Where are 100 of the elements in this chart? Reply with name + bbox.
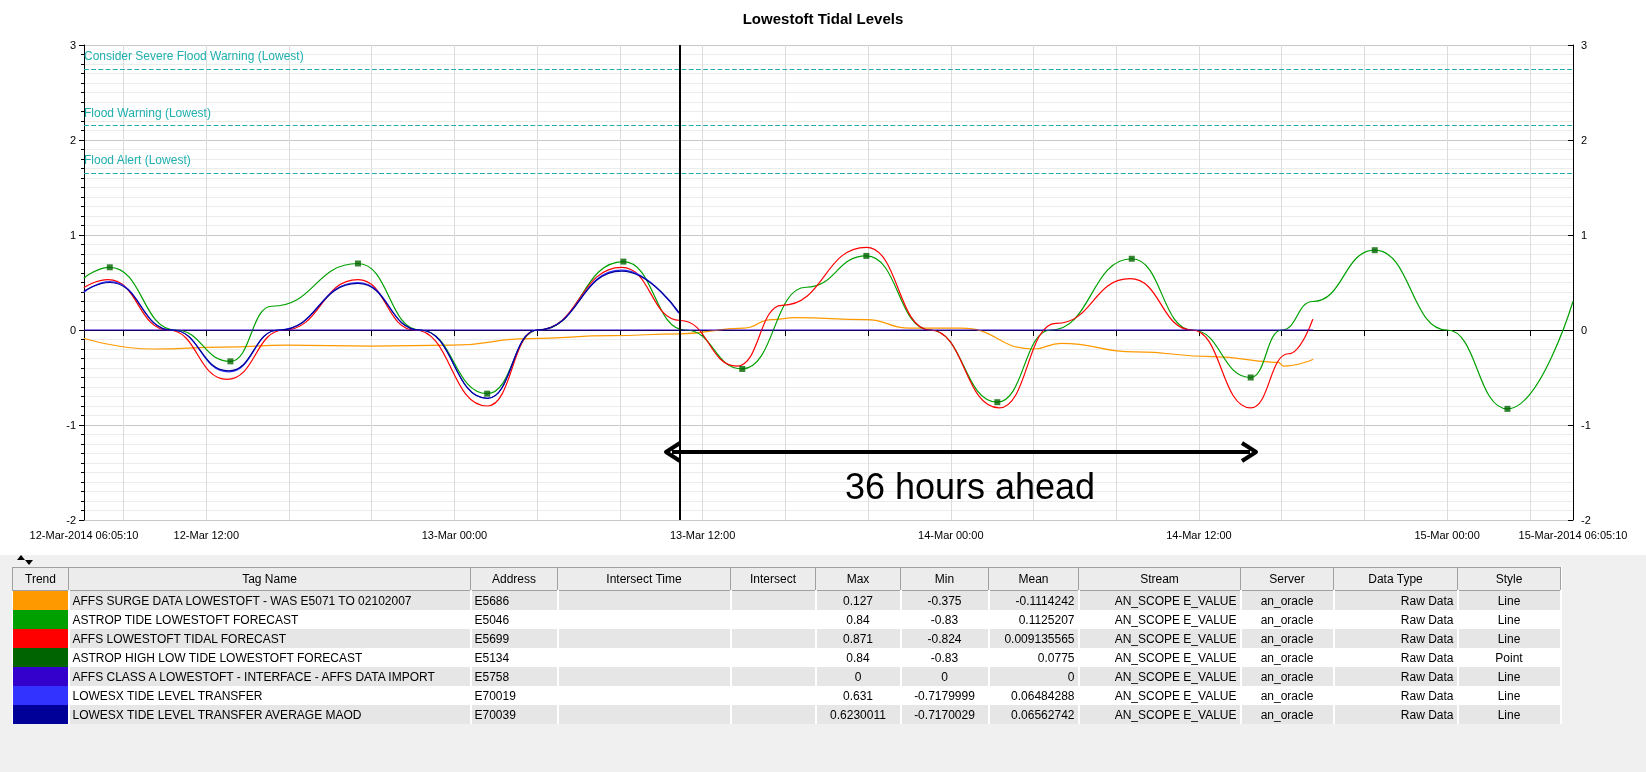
category-label: Stream xyxy=(1078,567,1241,591)
text: Raw Data xyxy=(1400,650,1454,665)
category-label: Min xyxy=(900,567,989,591)
text: ASTROP TIDE LOWESTOFT FORECAST xyxy=(72,612,299,627)
text: 0.0775 xyxy=(1037,650,1075,665)
text: an_oracle xyxy=(1260,650,1314,665)
text: E5134 xyxy=(474,650,510,665)
text: Raw Data xyxy=(1400,631,1454,646)
text: 0.84 xyxy=(846,612,870,627)
x-tick-label: 14-Mar 00:00 xyxy=(918,529,984,541)
line-series xyxy=(83,317,1314,367)
y2-tick-label: 2 xyxy=(1581,134,1588,146)
point xyxy=(620,258,627,265)
x-tick-label: 12-Mar 12:00 xyxy=(173,529,240,541)
text: -0.1114242 xyxy=(1015,593,1075,608)
text: Line xyxy=(1497,612,1521,627)
y-tick-label: 3 xyxy=(69,39,76,51)
point xyxy=(739,365,746,372)
x-tick-label: 13-Mar 00:00 xyxy=(421,529,488,541)
category-label: Mean xyxy=(988,567,1079,591)
text: an_oracle xyxy=(1260,631,1314,646)
text: Line xyxy=(1497,707,1521,722)
point xyxy=(863,252,870,259)
point xyxy=(1371,247,1378,254)
text: 0.84 xyxy=(846,650,870,665)
text: E5699 xyxy=(474,631,510,646)
text: LOWESX TIDE LEVEL TRANSFER xyxy=(72,688,263,703)
category-label: Tag Name xyxy=(68,567,471,591)
text: -0.824 xyxy=(927,631,962,646)
text: 0.06484288 xyxy=(1011,688,1075,703)
category-label: Data Type xyxy=(1333,567,1458,591)
text: -0.7170029 xyxy=(914,707,975,722)
text: -0.83 xyxy=(930,612,959,627)
category-label: Address xyxy=(470,567,558,591)
y-tick-label: 1 xyxy=(69,229,76,241)
text: -0.375 xyxy=(927,593,962,608)
text: AN_SCOPE E_VALUE xyxy=(1114,669,1237,684)
text: Raw Data xyxy=(1400,612,1454,627)
text: E70039 xyxy=(474,707,516,722)
x-tick-label: 13-Mar 12:00 xyxy=(669,529,736,541)
y2-tick-label: 0 xyxy=(1581,324,1588,336)
text: E5046 xyxy=(474,612,510,627)
x-tick-label: 12-Mar-2014 06:05:10 xyxy=(29,529,139,541)
text: an_oracle xyxy=(1260,707,1314,722)
text: AN_SCOPE E_VALUE xyxy=(1114,612,1237,627)
text: 0.631 xyxy=(842,688,874,703)
text: E5758 xyxy=(474,669,510,684)
category-label: Max xyxy=(815,567,901,591)
y-tick-label: -1 xyxy=(66,419,76,431)
y2-tick-label: -2 xyxy=(1581,514,1591,526)
text: an_oracle xyxy=(1260,669,1314,684)
annotation: 36 hours ahead xyxy=(843,466,1097,508)
text: AN_SCOPE E_VALUE xyxy=(1114,707,1237,722)
text: 0.06562742 xyxy=(1011,707,1075,722)
text: Raw Data xyxy=(1400,593,1454,608)
text: AFFS LOWESTOFT TIDAL FORECAST xyxy=(72,631,287,646)
text: 0.6230011 xyxy=(830,707,886,722)
text: ASTROP HIGH LOW TIDE LOWESTOFT FORECAST xyxy=(72,650,363,665)
text: AFFS CLASS A LOWESTOFT - INTERFACE - AFFS DATA IMPORT xyxy=(72,669,435,684)
text: E70019 xyxy=(474,688,516,703)
point xyxy=(1247,374,1254,381)
text: an_oracle xyxy=(1260,688,1314,703)
text: AFFS SURGE DATA LOWESTOFT - WAS E5071 TO 02102007 xyxy=(72,593,412,608)
text: Line xyxy=(1497,593,1521,608)
point xyxy=(227,358,234,365)
point xyxy=(354,260,361,267)
text: Line xyxy=(1497,669,1521,684)
ref-line-label: Flood Alert (Lowest) xyxy=(84,153,191,168)
ref-line-label: Flood Warning (Lowest) xyxy=(84,105,211,120)
category-label: Intersect Time xyxy=(557,567,731,591)
text: 0.127 xyxy=(842,593,874,608)
text: an_oracle xyxy=(1260,593,1314,608)
x-tick-label: 15-Mar 00:00 xyxy=(1414,529,1480,541)
category-label: Server xyxy=(1240,567,1334,591)
category-label: Trend xyxy=(12,567,69,591)
point xyxy=(1128,255,1135,262)
text: Raw Data xyxy=(1400,688,1454,703)
x-tick-label: 15-Mar-2014 06:05:10 xyxy=(1518,529,1628,541)
y-tick-label: 2 xyxy=(69,134,76,146)
text: 0 xyxy=(854,669,862,684)
text: AN_SCOPE E_VALUE xyxy=(1114,650,1237,665)
point xyxy=(106,264,113,271)
chart-title: Lowestoft Tidal Levels xyxy=(742,10,904,27)
text: an_oracle xyxy=(1260,612,1314,627)
text: -0.83 xyxy=(930,650,959,665)
text: AN_SCOPE E_VALUE xyxy=(1114,688,1237,703)
category-label: Style xyxy=(1457,567,1561,591)
text: -0.7179999 xyxy=(914,688,975,703)
point xyxy=(484,390,491,397)
category-label: Intersect xyxy=(730,567,816,591)
text: Point xyxy=(1495,650,1523,665)
text: Line xyxy=(1497,631,1521,646)
text: AN_SCOPE E_VALUE xyxy=(1114,593,1237,608)
y-tick-label: 0 xyxy=(69,324,76,336)
text: LOWESX TIDE LEVEL TRANSFER AVERAGE MAOD xyxy=(72,707,362,722)
point xyxy=(994,399,1001,406)
text: 0.871 xyxy=(842,631,874,646)
point xyxy=(1504,405,1511,412)
line-series xyxy=(83,246,1314,409)
text: 0 xyxy=(1067,669,1075,684)
